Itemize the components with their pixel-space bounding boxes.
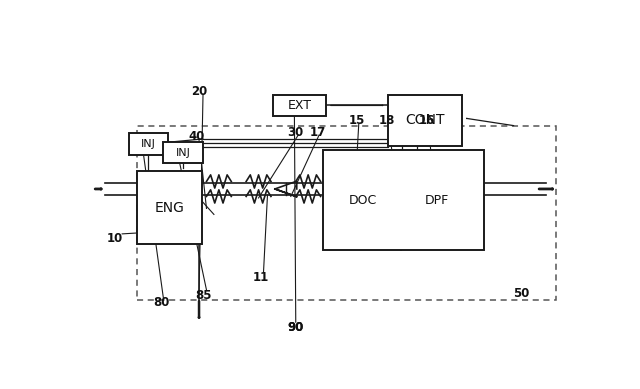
Text: DOC: DOC: [349, 194, 377, 207]
Text: 80: 80: [154, 296, 170, 309]
Text: 11: 11: [253, 271, 269, 284]
Text: 15: 15: [349, 114, 365, 126]
Text: 50: 50: [513, 287, 530, 300]
Text: 85: 85: [196, 289, 212, 302]
Text: 90: 90: [287, 321, 304, 334]
Text: DPF: DPF: [424, 194, 449, 207]
Text: 90: 90: [287, 321, 304, 334]
Text: INJ: INJ: [141, 139, 156, 149]
Text: 40: 40: [188, 130, 205, 143]
Text: INJ: INJ: [176, 148, 191, 158]
FancyBboxPatch shape: [388, 95, 462, 145]
FancyBboxPatch shape: [137, 171, 202, 244]
Text: EXT: EXT: [287, 99, 312, 112]
FancyBboxPatch shape: [273, 95, 326, 116]
Text: CONT: CONT: [405, 113, 444, 127]
Text: 16: 16: [419, 114, 435, 126]
Text: 17: 17: [310, 126, 326, 138]
Text: 10: 10: [107, 232, 123, 245]
Text: ENG: ENG: [154, 201, 184, 215]
FancyBboxPatch shape: [163, 142, 203, 163]
Text: 18: 18: [378, 114, 395, 126]
FancyBboxPatch shape: [323, 150, 484, 251]
Text: 30: 30: [287, 126, 304, 138]
FancyBboxPatch shape: [129, 133, 168, 154]
Text: 20: 20: [191, 85, 207, 98]
